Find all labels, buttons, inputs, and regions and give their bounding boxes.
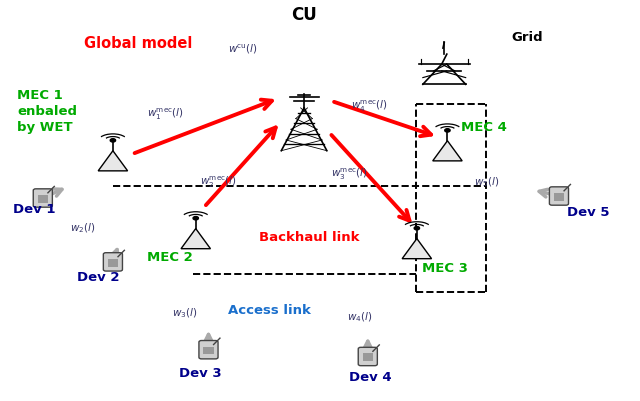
Text: Dev 1: Dev 1 xyxy=(13,203,55,216)
Text: MEC 4: MEC 4 xyxy=(461,120,508,133)
Bar xyxy=(204,347,214,354)
Text: $w_2^{\mathsf{mec}}(l)$: $w_2^{\mathsf{mec}}(l)$ xyxy=(200,174,237,189)
FancyBboxPatch shape xyxy=(549,187,568,206)
Bar xyxy=(363,354,373,361)
Circle shape xyxy=(110,139,116,143)
Text: $w_4(l)$: $w_4(l)$ xyxy=(347,310,372,324)
Text: Dev 4: Dev 4 xyxy=(349,370,391,383)
Text: $w_3^{\mathsf{mec}}(l)$: $w_3^{\mathsf{mec}}(l)$ xyxy=(332,166,369,181)
Text: Access link: Access link xyxy=(228,304,310,316)
Text: $w_1^{\mathsf{mec}}(l)$: $w_1^{\mathsf{mec}}(l)$ xyxy=(147,106,184,122)
FancyBboxPatch shape xyxy=(33,189,52,208)
Text: $w_4^{\mathsf{mec}}(l)$: $w_4^{\mathsf{mec}}(l)$ xyxy=(351,98,387,113)
Text: MEC 2: MEC 2 xyxy=(147,250,193,263)
Text: $w^{\mathsf{cu}}(l)$: $w^{\mathsf{cu}}(l)$ xyxy=(228,43,257,56)
Text: $w_3(l)$: $w_3(l)$ xyxy=(172,306,198,320)
Text: $w_5(l)$: $w_5(l)$ xyxy=(474,174,500,188)
Text: $w_2(l)$: $w_2(l)$ xyxy=(70,221,95,234)
Text: Dev 3: Dev 3 xyxy=(179,366,221,379)
Circle shape xyxy=(193,217,198,220)
FancyBboxPatch shape xyxy=(199,341,218,359)
Text: Dev 5: Dev 5 xyxy=(567,206,610,219)
Polygon shape xyxy=(433,142,462,162)
Bar xyxy=(108,259,118,267)
Text: MEC 1
enbaled
by WET: MEC 1 enbaled by WET xyxy=(17,89,77,134)
Polygon shape xyxy=(181,229,211,249)
Polygon shape xyxy=(402,239,431,259)
Text: Dev 2: Dev 2 xyxy=(77,271,119,284)
Circle shape xyxy=(414,227,420,230)
Bar xyxy=(554,193,564,201)
Text: MEC 3: MEC 3 xyxy=(422,261,468,274)
Polygon shape xyxy=(98,151,127,172)
Circle shape xyxy=(445,130,450,133)
Text: Backhaul link: Backhaul link xyxy=(259,231,360,244)
FancyBboxPatch shape xyxy=(358,347,378,366)
Text: Grid: Grid xyxy=(511,31,543,44)
Text: Global model: Global model xyxy=(84,36,193,51)
FancyBboxPatch shape xyxy=(103,253,122,271)
Text: CU: CU xyxy=(291,6,317,24)
Bar xyxy=(38,195,48,203)
